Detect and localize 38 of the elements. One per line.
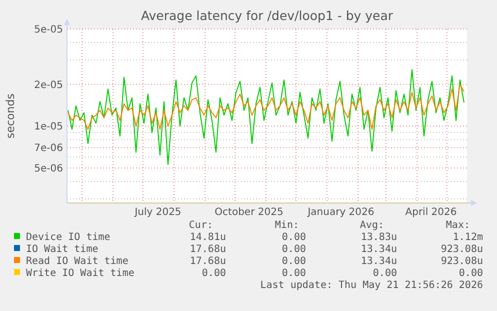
text: 0.00 bbox=[202, 268, 226, 279]
text: Max: bbox=[446, 220, 470, 231]
text: 923.08u bbox=[440, 256, 483, 267]
y-tick-label: 2e-05 bbox=[34, 80, 63, 91]
text: 13.83u bbox=[360, 232, 397, 243]
text: 0.00 bbox=[282, 244, 306, 255]
y-tick-label: 5e-05 bbox=[34, 24, 63, 36]
text: Last update: Thu May 21 21:56:26 2026 bbox=[260, 280, 483, 291]
text: 923.08u bbox=[440, 244, 483, 255]
chart-title: Average latency for /dev/loop1 - by year bbox=[140, 8, 394, 23]
legend-label: IO Wait time bbox=[26, 244, 98, 255]
text: Min: bbox=[274, 220, 299, 231]
line-series bbox=[68, 84, 464, 130]
text: 0.00 bbox=[372, 268, 397, 279]
text: 14.81u bbox=[190, 232, 226, 243]
legend-label: Read IO Wait time bbox=[26, 256, 128, 267]
text: 0.00 bbox=[282, 232, 306, 243]
y-axis-title: seconds bbox=[4, 93, 17, 138]
text: 1.12m bbox=[452, 232, 483, 243]
text: 0.00 bbox=[282, 256, 306, 267]
y-tick-label: 1e-05 bbox=[34, 122, 63, 133]
text: 13.34u bbox=[360, 244, 397, 255]
x-tick-label: January 2026 bbox=[306, 207, 374, 218]
y-tick-label: 7e-06 bbox=[34, 143, 63, 154]
x-tick-label: April 2026 bbox=[405, 207, 457, 218]
text: 0.00 bbox=[282, 268, 306, 279]
x-tick-label: October 2025 bbox=[214, 207, 284, 218]
text: 13.34u bbox=[360, 256, 397, 267]
text: 17.68u bbox=[190, 244, 226, 255]
text: Cur: bbox=[188, 220, 213, 231]
text: Avg: bbox=[360, 220, 384, 231]
legend-label: Device IO time bbox=[26, 232, 110, 243]
line-series bbox=[68, 69, 464, 165]
legend-label: Write IO Wait time bbox=[26, 268, 134, 279]
y-tick-label: 5e-06 bbox=[34, 164, 63, 174]
x-tick-label: July 2025 bbox=[134, 207, 182, 218]
text: 17.68u bbox=[190, 256, 226, 267]
text: 0.00 bbox=[458, 268, 483, 279]
